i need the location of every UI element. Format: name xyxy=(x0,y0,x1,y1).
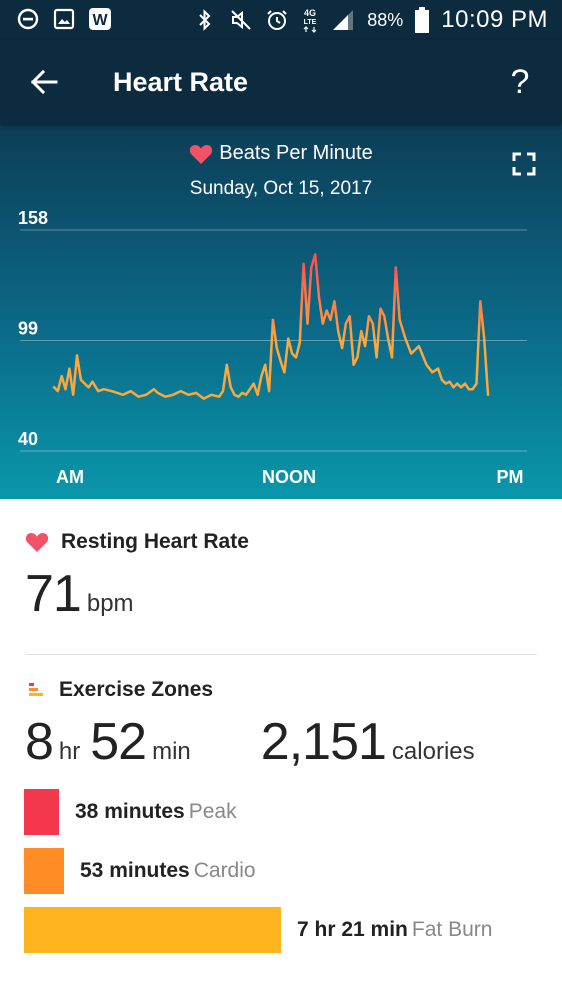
zone-name-peak: Peak xyxy=(188,800,237,823)
lte-icon: 4G LTE xyxy=(301,8,319,33)
exercise-hours-unit: hr xyxy=(58,738,81,765)
zone-row-fat-burn: 7 hr 21 min Fat Burn xyxy=(24,907,492,953)
resting-heart-rate-label: Resting Heart Rate xyxy=(61,530,249,553)
help-button[interactable]: ? xyxy=(510,63,530,101)
resting-heart-rate-section[interactable]: Resting Heart Rate 71 bpm xyxy=(25,530,249,620)
alarm-icon xyxy=(265,8,289,32)
chart-header: Beats Per Minute Sunday, Oct 15, 2017 xyxy=(0,142,562,200)
zone-row-peak: 38 minutes Peak xyxy=(24,789,237,835)
svg-text:4G: 4G xyxy=(304,8,316,18)
x-tick-label: AM xyxy=(56,467,84,487)
app-bar: Heart Rate ? xyxy=(0,40,562,124)
zone-duration-fat-burn: 7 hr 21 min xyxy=(297,918,408,941)
exercise-zones-section[interactable]: Exercise Zones 8 hr 52 min 2,151 calorie… xyxy=(25,678,475,768)
zone-bar-peak xyxy=(24,789,59,835)
clock: 10:09 PM xyxy=(441,6,548,33)
heart-rate-chart-panel: 158 99 40 AM NOON PM Beats Per Minute Sunday,… xyxy=(0,124,562,499)
signal-icon xyxy=(331,8,355,32)
zone-row-cardio: 53 minutes Cardio xyxy=(24,848,256,894)
battery-icon xyxy=(415,7,430,33)
heart-icon xyxy=(190,144,213,164)
page-title: Heart Rate xyxy=(113,67,249,97)
status-bar: W 4G LTE 88% 10:09 PM xyxy=(0,0,562,40)
calories-unit: calories xyxy=(391,738,475,765)
mute-icon xyxy=(229,8,253,32)
y-tick-label: 99 xyxy=(18,319,38,339)
w-app-icon: W xyxy=(88,7,112,31)
heart-rate-chart[interactable]: 158 99 40 AM NOON PM xyxy=(0,124,562,499)
heart-rate-line xyxy=(52,253,490,400)
x-tick-label: NOON xyxy=(262,467,316,487)
back-arrow-icon xyxy=(30,69,58,95)
divider xyxy=(25,654,537,655)
do-not-disturb-icon xyxy=(16,7,40,31)
svg-text:LTE: LTE xyxy=(304,19,317,26)
calories-value: 2,151 xyxy=(260,713,387,771)
zone-name-fat-burn: Fat Burn xyxy=(411,918,493,941)
exercise-hours-value: 8 xyxy=(25,713,54,771)
x-tick-label: PM xyxy=(497,467,524,487)
svg-text:W: W xyxy=(92,12,108,29)
chart-date: Sunday, Oct 15, 2017 xyxy=(189,177,373,199)
chart-title: Beats Per Minute xyxy=(219,142,373,164)
exercise-minutes-unit: min xyxy=(152,738,191,765)
back-button[interactable] xyxy=(22,62,66,102)
resting-heart-rate-value: 71 xyxy=(25,565,82,623)
y-tick-label: 158 xyxy=(18,208,48,228)
battery-percent: 88% xyxy=(367,9,404,30)
zone-bar-cardio xyxy=(24,848,64,894)
zone-duration-cardio: 53 minutes xyxy=(80,859,190,882)
bluetooth-icon xyxy=(193,8,217,32)
zone-name-cardio: Cardio xyxy=(193,859,256,882)
expand-icon[interactable] xyxy=(512,152,536,176)
zone-duration-peak: 38 minutes xyxy=(75,800,185,823)
gallery-icon xyxy=(52,7,76,31)
exercise-minutes-value: 52 xyxy=(90,713,147,771)
zones-icon xyxy=(29,683,43,696)
y-tick-label: 40 xyxy=(18,429,38,449)
zone-bar-fat-burn xyxy=(24,907,281,953)
exercise-zones-label: Exercise Zones xyxy=(59,678,214,701)
resting-heart-rate-unit: bpm xyxy=(86,590,134,617)
heart-icon xyxy=(25,532,49,552)
